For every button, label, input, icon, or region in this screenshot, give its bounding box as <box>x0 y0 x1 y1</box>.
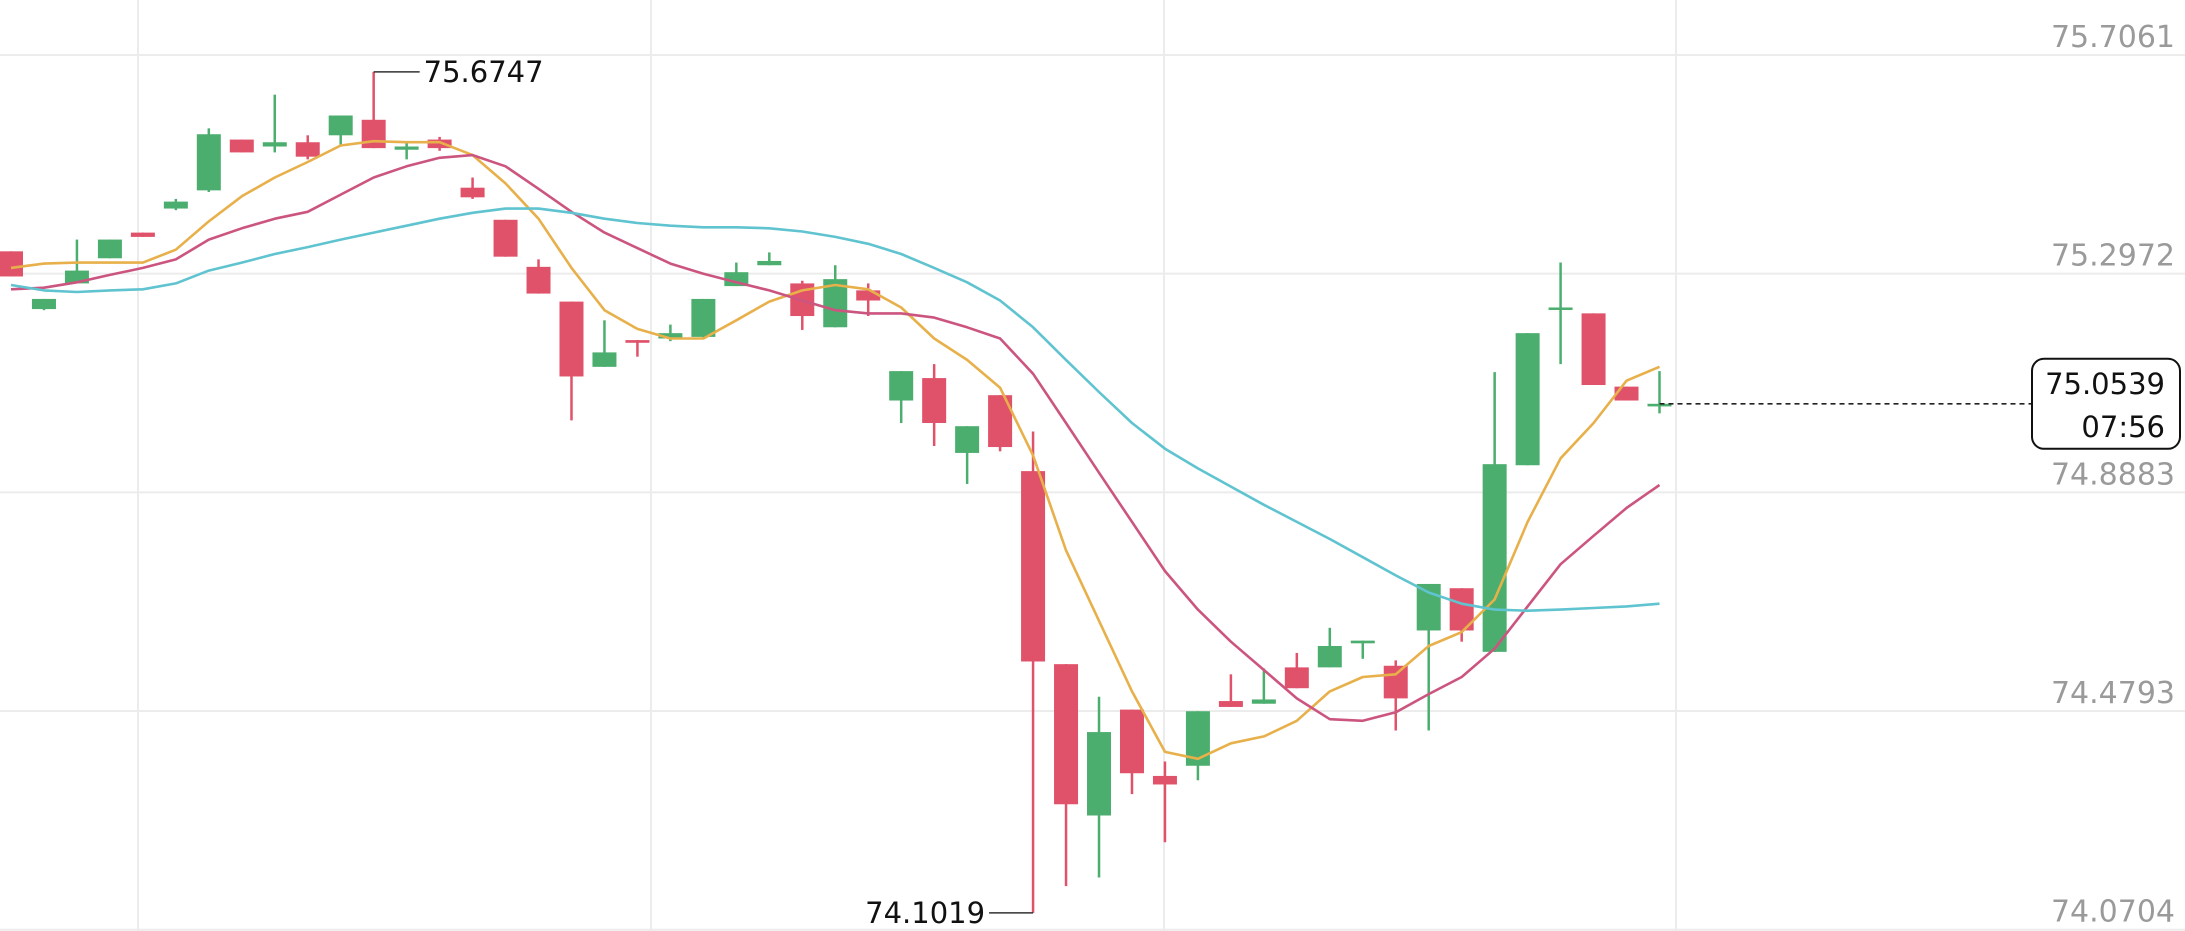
candle-body <box>1416 583 1441 631</box>
candle-body <box>97 239 122 259</box>
candle-body <box>31 298 56 310</box>
y-tick-label: 75.2972 <box>2051 239 2175 274</box>
candle-body <box>328 115 353 136</box>
candle-body <box>1515 333 1540 466</box>
candle-body <box>130 232 155 237</box>
candle-body <box>691 298 716 337</box>
candles <box>0 71 1672 913</box>
candle-body <box>922 378 947 423</box>
moving-average-line <box>10 153 1661 723</box>
candle-body <box>1581 313 1606 386</box>
candle-body <box>757 260 782 266</box>
current-price-box <box>2031 357 2181 450</box>
candle-body <box>592 352 617 367</box>
candle-body <box>196 134 221 191</box>
max-label: 75.6747 <box>424 55 544 89</box>
candle-body <box>1054 664 1079 805</box>
moving-average-line <box>10 139 1661 761</box>
candle-body <box>1284 667 1309 689</box>
y-tick-label: 75.7061 <box>2051 20 2175 55</box>
y-tick-label: 74.4793 <box>2051 676 2175 711</box>
candle-body <box>1087 732 1112 816</box>
candle-body <box>262 142 287 147</box>
candle-body <box>625 340 650 343</box>
candle-body <box>1350 640 1375 644</box>
countdown-label: 07:56 <box>2081 410 2165 444</box>
candle-body <box>955 426 980 453</box>
candle-body <box>526 266 551 294</box>
candle-body <box>1548 307 1573 310</box>
candle-body <box>1119 709 1144 774</box>
candle-body <box>1152 775 1177 785</box>
candle-body <box>658 333 683 339</box>
current-price-label: 75.0539 <box>2045 367 2165 401</box>
candle-body <box>1021 471 1046 662</box>
candle-body <box>427 139 452 149</box>
candle-body <box>1251 699 1276 704</box>
y-tick-label: 74.0704 <box>2051 895 2175 930</box>
candle-body <box>1383 665 1408 699</box>
candle-body <box>229 139 254 153</box>
candle-body <box>1482 464 1507 652</box>
min-label: 74.1019 <box>865 896 985 930</box>
candle-body <box>1218 701 1243 707</box>
candle-body <box>394 146 419 150</box>
moving-average-line <box>10 207 1660 612</box>
candle-body <box>295 142 320 157</box>
candle-body <box>0 251 23 277</box>
candle-body <box>1317 645 1342 668</box>
y-tick-label: 74.8883 <box>2051 457 2175 492</box>
candle-body <box>361 119 386 149</box>
candle-body <box>1647 403 1672 407</box>
candle-body <box>493 219 518 257</box>
candle-body <box>559 301 584 377</box>
time-grid <box>137 0 1677 931</box>
candle-body <box>856 290 881 301</box>
candle-body <box>889 371 914 401</box>
candle-body <box>163 201 188 209</box>
candle-body <box>460 187 485 198</box>
